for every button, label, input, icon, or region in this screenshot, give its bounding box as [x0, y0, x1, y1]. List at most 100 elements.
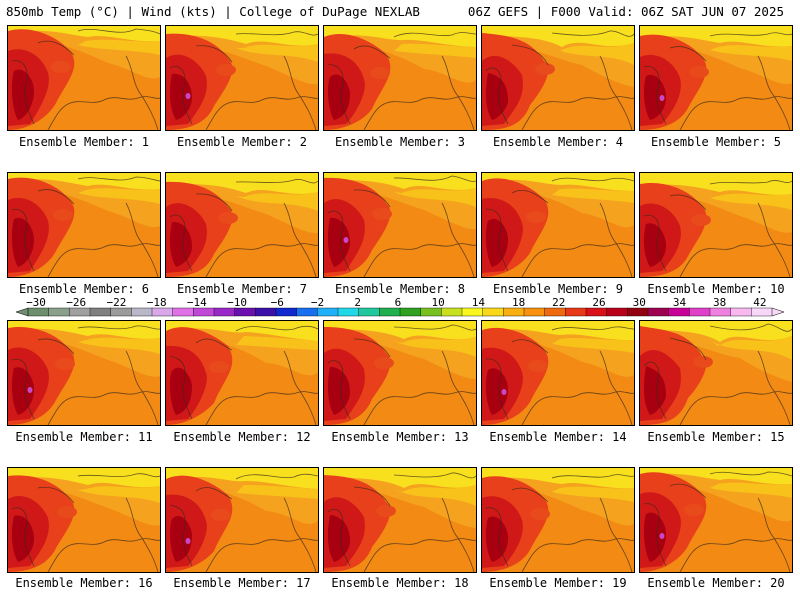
colorbar-swatch — [213, 307, 236, 317]
ensemble-panel-map — [323, 320, 477, 426]
colorbar-swatch — [317, 307, 339, 317]
ensemble-member-caption: Ensemble Member: 3 — [334, 135, 466, 149]
temperature-map — [640, 173, 792, 277]
colorbar-tick-label: 14 — [472, 296, 486, 309]
ensemble-panel-map — [481, 25, 635, 131]
temperature-map — [324, 173, 476, 277]
colorbar-swatch — [585, 307, 608, 317]
ensemble-member-caption: Ensemble Member: 20 — [647, 576, 785, 590]
colorbar-tick-label: 26 — [592, 296, 605, 309]
ensemble-panel-map — [481, 320, 635, 426]
ensemble-panel-map — [165, 320, 319, 426]
colorbar-swatch — [27, 307, 50, 317]
colorbar-swatch — [275, 307, 298, 317]
temperature-map — [8, 468, 160, 572]
colorbar-tick-label: −22 — [106, 296, 126, 309]
ensemble-panel-map — [481, 467, 635, 573]
ensemble-member-caption: Ensemble Member: 6 — [18, 282, 150, 296]
ensemble-panel-map — [165, 25, 319, 131]
ensemble-member-caption: Ensemble Member: 15 — [647, 430, 785, 444]
temperature-map — [640, 468, 792, 572]
ensemble-member-caption: Ensemble Member: 1 — [18, 135, 150, 149]
ensemble-panel-map — [639, 172, 793, 278]
colorbar-swatch — [503, 307, 525, 317]
colorbar-swatch — [399, 307, 422, 317]
colorbar-tick-label: −18 — [147, 296, 167, 309]
colorbar-tick-label: −26 — [66, 296, 86, 309]
colorbar-swatch — [420, 307, 442, 317]
colorbar-swatch — [689, 307, 711, 317]
colorbar-swatch — [89, 307, 112, 317]
colorbar-swatch — [193, 307, 215, 317]
ensemble-panel-map — [165, 467, 319, 573]
ensemble-member-caption: Ensemble Member: 12 — [173, 430, 311, 444]
temperature-map — [482, 173, 634, 277]
temperature-map — [324, 26, 476, 130]
temperature-map — [482, 468, 634, 572]
temperature-map — [8, 26, 160, 130]
ensemble-member-caption: Ensemble Member: 18 — [331, 576, 469, 590]
colorbar-tick-label: −14 — [187, 296, 207, 309]
ensemble-member-caption: Ensemble Member: 9 — [492, 282, 624, 296]
temperature-map — [166, 321, 318, 425]
colorbar-swatch — [565, 307, 587, 317]
colorbar-swatch — [709, 307, 732, 317]
temperature-map — [166, 26, 318, 130]
colorbar-tick-label: 30 — [633, 296, 646, 309]
temperature-map — [324, 468, 476, 572]
colorbar-swatch — [110, 307, 132, 317]
ensemble-member-caption: Ensemble Member: 7 — [176, 282, 308, 296]
colorbar-swatch — [296, 307, 318, 317]
colorbar-right-arrow — [771, 307, 785, 317]
colorbar-tick-label: −10 — [227, 296, 247, 309]
colorbar-swatch — [69, 307, 91, 317]
temperature-map — [640, 26, 792, 130]
colorbar-swatch — [668, 307, 690, 317]
colorbar-tick-label: 18 — [512, 296, 525, 309]
colorbar-swatch — [172, 307, 194, 317]
colorbar-swatch — [48, 307, 70, 317]
colorbar-tick-label: 34 — [673, 296, 687, 309]
temperature-map — [166, 468, 318, 572]
colorbar-swatch — [441, 307, 463, 317]
ensemble-member-caption: Ensemble Member: 14 — [489, 430, 627, 444]
colorbar-swatch — [461, 307, 484, 317]
ensemble-panel-map — [165, 172, 319, 278]
ensemble-panel-map — [7, 172, 161, 278]
colorbar-tick-label: 38 — [713, 296, 726, 309]
chart-title: 850mb Temp (°C) | Wind (kts) | College o… — [6, 4, 420, 19]
colorbar-swatch — [482, 307, 504, 317]
colorbar-tick-label: −6 — [271, 296, 284, 309]
ensemble-panel-map — [323, 25, 477, 131]
colorbar-swatch — [544, 307, 566, 317]
ensemble-member-caption: Ensemble Member: 16 — [15, 576, 153, 590]
ensemble-panel-map — [639, 25, 793, 131]
ensemble-panel-map — [481, 172, 635, 278]
colorbar-swatch — [523, 307, 546, 317]
colorbar-swatch — [151, 307, 174, 317]
colorbar-swatch — [379, 307, 401, 317]
colorbar-swatch — [255, 307, 277, 317]
ensemble-panel-map — [639, 467, 793, 573]
ensemble-member-caption: Ensemble Member: 19 — [489, 576, 627, 590]
temperature-map — [8, 173, 160, 277]
ensemble-panel-map — [7, 467, 161, 573]
temperature-map — [166, 173, 318, 277]
ensemble-member-caption: Ensemble Member: 11 — [15, 430, 153, 444]
temperature-map — [8, 321, 160, 425]
colorbar-swatch — [358, 307, 380, 317]
colorbar-swatch — [647, 307, 670, 317]
ensemble-panel-map — [7, 320, 161, 426]
ensemble-member-caption: Ensemble Member: 4 — [492, 135, 624, 149]
colorbar-swatch — [131, 307, 153, 317]
temperature-map — [324, 321, 476, 425]
temperature-map — [482, 321, 634, 425]
model-run-info: 06Z GEFS | F000 Valid: 06Z SAT JUN 07 20… — [467, 4, 784, 19]
colorbar-tick-label: 6 — [395, 296, 402, 309]
temperature-colorbar: −30 −26 −22 −18 −14 −10 −6 −2 2 6 10 14 18 22 26 30 34 38… — [15, 296, 785, 317]
ensemble-member-caption: Ensemble Member: 13 — [331, 430, 469, 444]
ensemble-member-caption: Ensemble Member: 10 — [647, 282, 785, 296]
ensemble-panel-map — [323, 172, 477, 278]
colorbar-tick-label: −30 — [26, 296, 46, 309]
ensemble-member-caption: Ensemble Member: 17 — [173, 576, 311, 590]
